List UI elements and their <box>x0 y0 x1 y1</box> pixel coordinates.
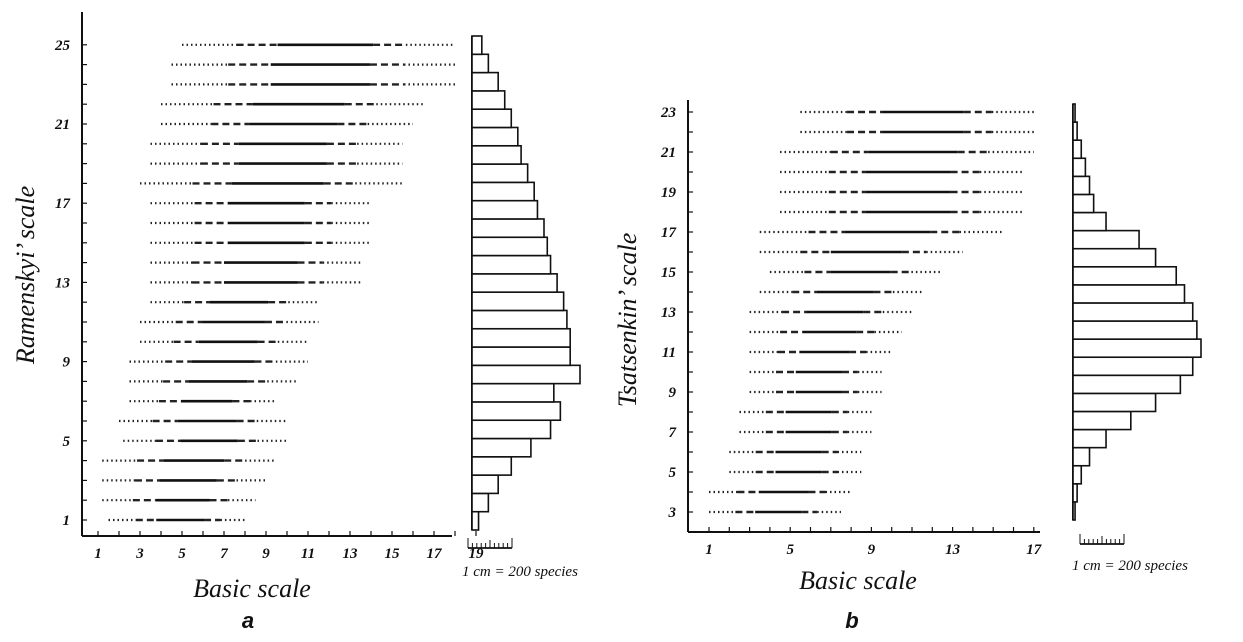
x-tick-label: 1 <box>705 542 713 558</box>
histogram-bar <box>471 364 581 385</box>
histogram-bar <box>471 254 552 275</box>
x-tick-label: 3 <box>135 546 144 562</box>
y-tick-label: 9 <box>63 355 71 371</box>
x-tick-label: 15 <box>385 546 401 562</box>
y-tick-label: 5 <box>63 434 71 450</box>
histogram-bar <box>471 437 532 458</box>
histogram-bar <box>471 273 558 293</box>
y-tick-label: 9 <box>669 385 677 401</box>
histogram-bar <box>471 401 562 422</box>
x-tick-label: 13 <box>945 542 961 558</box>
histogram-bar <box>1072 121 1078 141</box>
histogram-bar <box>1072 284 1186 304</box>
y-tick-label: 13 <box>661 305 677 321</box>
y-tick-label: 15 <box>661 265 677 281</box>
y-tick-label: 13 <box>55 275 71 291</box>
y-tick-label: 5 <box>669 465 677 481</box>
histogram-bar <box>1072 193 1095 214</box>
histogram-bar <box>471 346 571 367</box>
histogram-bar <box>471 291 565 312</box>
histogram-bar <box>471 492 490 513</box>
y-tick-label: 3 <box>668 505 677 521</box>
histogram-bar <box>471 510 480 531</box>
histogram-bar <box>471 218 545 239</box>
histogram-bar <box>471 90 506 110</box>
histogram-bar <box>1072 392 1157 413</box>
histogram-bar <box>1072 139 1083 160</box>
histogram-bar <box>471 108 513 129</box>
histogram-bar <box>471 327 571 348</box>
panel-label: b <box>845 608 858 633</box>
x-tick-label: 17 <box>1026 542 1042 558</box>
y-tick-label: 21 <box>54 117 70 133</box>
scale-note: 1 cm = 200 species <box>462 564 578 580</box>
y-tick-label: 7 <box>669 425 677 441</box>
x-tick-label: 5 <box>786 542 794 558</box>
histogram-bar <box>471 71 499 92</box>
histogram-bar <box>1072 501 1076 521</box>
histogram-bar <box>471 53 490 74</box>
histogram-bar <box>1072 374 1182 395</box>
panel-label: a <box>242 608 254 633</box>
x-axis-title: Basic scale <box>193 574 311 603</box>
histogram-bar <box>471 236 549 257</box>
x-tick-label: 7 <box>220 546 228 562</box>
x-tick-label: 13 <box>343 546 359 562</box>
y-tick-label: 25 <box>54 38 71 54</box>
x-tick-label: 9 <box>868 542 876 558</box>
histogram-bar <box>1072 356 1194 377</box>
histogram-bar <box>1072 157 1087 178</box>
x-tick-label: 1 <box>94 546 102 562</box>
histogram-bar <box>471 474 499 495</box>
histogram-bar <box>471 35 483 56</box>
histogram-bar <box>471 309 568 330</box>
x-tick-label: 5 <box>178 546 186 562</box>
x-tick-label: 19 <box>469 546 485 562</box>
histogram-bar <box>471 181 535 202</box>
histogram-bar <box>1072 410 1132 431</box>
histogram-bar <box>471 419 552 440</box>
x-tick-label: 11 <box>301 546 315 562</box>
histogram-bar <box>1072 464 1083 485</box>
y-tick-label: 19 <box>661 185 677 201</box>
y-tick-label: 23 <box>660 105 677 121</box>
histogram-bar <box>1072 483 1078 503</box>
x-tick-label: 17 <box>427 546 443 562</box>
y-tick-label: 17 <box>55 196 71 212</box>
histogram-bar <box>1072 103 1076 123</box>
histogram-bar <box>471 144 522 165</box>
scale-note: 1 cm = 200 species <box>1072 558 1188 574</box>
x-axis-title: Basic scale <box>799 566 917 595</box>
histogram-bar <box>1072 175 1091 196</box>
histogram-bar <box>471 126 519 147</box>
histogram-bar <box>471 456 513 476</box>
histogram-bar <box>1072 446 1091 467</box>
y-tick-label: 21 <box>660 145 676 161</box>
y-tick-label: 11 <box>662 345 676 361</box>
y-axis-title: Ramenskyi’ scale <box>11 186 40 365</box>
histogram-bar <box>1072 428 1107 449</box>
histogram-bar <box>1072 247 1157 268</box>
histogram-bar <box>1072 229 1140 250</box>
histogram-bar <box>1072 265 1178 286</box>
y-axis-title: Tsatsenkin’ scale <box>613 233 642 408</box>
histogram-bar <box>1072 302 1194 322</box>
histogram-bar <box>471 382 555 403</box>
y-tick-label: 17 <box>661 225 677 241</box>
histogram-bar <box>1072 320 1198 340</box>
histogram-bar <box>1072 211 1107 232</box>
x-tick-label: 9 <box>262 546 270 562</box>
histogram-bar <box>1072 338 1202 359</box>
histogram-bar <box>471 163 529 184</box>
y-tick-label: 1 <box>63 513 71 529</box>
histogram-bar <box>471 199 539 220</box>
